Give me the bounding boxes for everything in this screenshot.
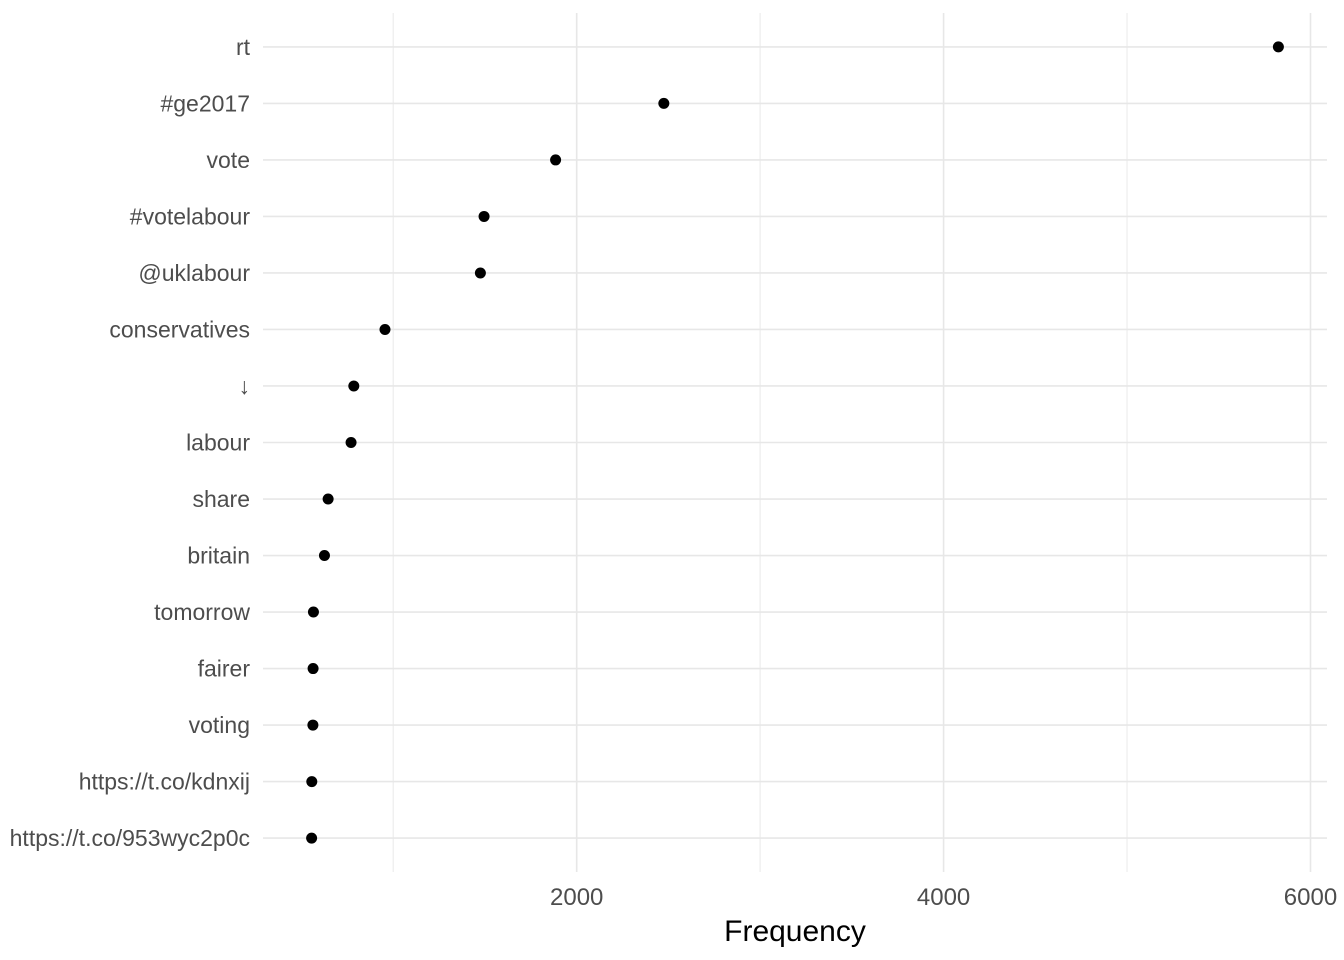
data-point — [307, 606, 319, 618]
y-axis-label: vote — [207, 147, 250, 173]
data-point — [307, 719, 319, 731]
data-point — [306, 776, 318, 788]
x-axis-title: Frequency — [724, 915, 866, 948]
grid-row-layer — [263, 46, 1327, 839]
x-axis-tick-labels: 2000 4000 6000 — [550, 884, 1337, 911]
y-axis-label: labour — [186, 430, 250, 456]
data-points-layer — [306, 41, 1284, 844]
y-axis-label: ↓ — [239, 373, 251, 399]
y-axis-label: #ge2017 — [160, 90, 250, 116]
data-point — [345, 437, 357, 448]
data-point — [474, 267, 486, 279]
y-axis-label: tomorrow — [154, 599, 250, 625]
data-point — [550, 154, 562, 166]
y-axis-label: voting — [189, 712, 250, 738]
data-point — [318, 550, 330, 562]
y-axis-label: #votelabour — [130, 203, 251, 229]
data-point — [658, 97, 670, 109]
data-point — [1272, 41, 1284, 53]
y-axis-label: https://t.co/953wyc2p0c — [10, 825, 250, 851]
y-axis-label: @uklabour — [138, 260, 250, 286]
x-axis-tick-label: 6000 — [1284, 884, 1337, 911]
data-point — [348, 380, 360, 392]
y-axis-label: https://t.co/kdnxij — [79, 769, 250, 795]
data-point — [307, 663, 319, 675]
x-axis-tick-label: 4000 — [917, 884, 970, 911]
y-axis-label: fairer — [198, 656, 251, 682]
y-axis-label: share — [192, 486, 250, 512]
y-axis-label: rt — [236, 34, 251, 60]
y-axis-label: britain — [187, 543, 250, 569]
y-axis-labels: rt #ge2017 vote #votelabour @uklabour conserv… — [10, 34, 251, 851]
y-axis-label: conservatives — [109, 317, 250, 343]
data-point — [379, 323, 391, 335]
x-axis-tick-label: 2000 — [550, 884, 603, 911]
data-point — [322, 493, 334, 505]
data-point — [478, 210, 490, 222]
data-point — [306, 832, 318, 844]
